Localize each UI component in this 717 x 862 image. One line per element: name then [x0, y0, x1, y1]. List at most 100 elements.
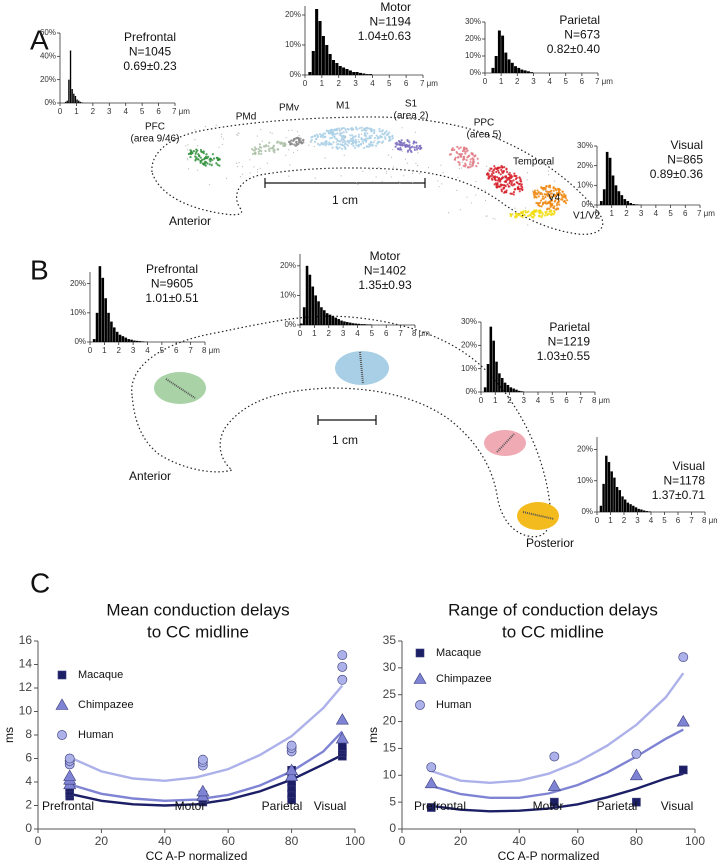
- cloud-dot: [330, 143, 333, 146]
- cloud-dot: [549, 200, 552, 203]
- cloud-dot: [320, 134, 323, 137]
- cloud-dot: [408, 146, 412, 150]
- cloud-dot: [370, 129, 373, 132]
- cloud-dot: [457, 160, 460, 164]
- cloud-dot: [403, 175, 405, 177]
- cloud-dot: [353, 146, 357, 149]
- cloud-dot: [194, 139, 196, 141]
- cloud-dot: [360, 133, 363, 135]
- cloud-dot: [442, 172, 444, 174]
- annotation: N=1045: [129, 45, 172, 59]
- y-tick-label: 0%: [581, 507, 593, 516]
- cloud-dot: [470, 163, 472, 166]
- annotation: N=1178: [664, 474, 706, 488]
- cloud-dot: [299, 140, 303, 143]
- cloud-dot: [462, 148, 465, 151]
- cloud-dot: [510, 183, 513, 186]
- x-tick-label: 3: [635, 516, 640, 525]
- bar: [331, 316, 335, 325]
- cloud-dot: [355, 144, 358, 147]
- cloud-dot: [215, 162, 218, 165]
- cloud-dot: [339, 132, 341, 134]
- bar: [621, 496, 624, 512]
- bar: [311, 286, 315, 325]
- cloud-dot: [457, 176, 459, 179]
- bar: [599, 505, 603, 512]
- cloud-dot: [554, 199, 557, 202]
- cloud-dot: [554, 209, 556, 211]
- cloud-dot: [342, 126, 346, 130]
- cloud-dot: [464, 162, 467, 165]
- annotation: Prefrontal: [146, 262, 198, 276]
- cloud-dot: [484, 199, 487, 202]
- marker: [335, 731, 349, 744]
- bar: [345, 69, 349, 75]
- annotation: 0.69±0.23: [123, 59, 177, 73]
- cloud-dot: [206, 157, 209, 160]
- cloud-dot: [265, 144, 268, 147]
- cloud-dot: [199, 156, 202, 159]
- cloud-dot: [367, 145, 370, 148]
- cloud-dot: [505, 189, 508, 192]
- cloud-dot: [348, 139, 352, 142]
- bar: [614, 185, 618, 205]
- cloud-dot: [338, 129, 341, 131]
- bar: [514, 66, 517, 73]
- cloud-dot: [506, 177, 509, 180]
- x-axis-label: CC A-P normalized: [146, 849, 248, 862]
- bar: [308, 274, 312, 325]
- region-label: Motor: [175, 799, 206, 813]
- cloud-dot: [352, 129, 355, 131]
- cloud-dot: [360, 142, 363, 146]
- legend-label: Chimpazee: [78, 699, 134, 711]
- y-tick-label: 0%: [289, 70, 301, 79]
- cloud-dot: [257, 150, 260, 153]
- cloud-dot: [532, 211, 535, 214]
- x-tick-label: 1: [102, 346, 107, 355]
- bar: [338, 66, 342, 75]
- y-tick-label: 0: [389, 821, 396, 835]
- cloud-dot: [379, 135, 382, 138]
- cloud-dot: [200, 150, 203, 153]
- x-tick-label: 5: [370, 329, 375, 338]
- histogram: 0% 10% 20% 0 1 2 3 4 5 6 7 8 μm PrefrontalN=96051.01…: [70, 262, 220, 355]
- cloud-dot: [505, 170, 509, 174]
- y-tick-label: 25: [383, 687, 397, 701]
- cloud-dot: [362, 139, 365, 142]
- cloud-dot: [185, 145, 187, 147]
- cloud-dot: [372, 141, 375, 144]
- cloud-dot: [555, 208, 558, 211]
- cloud-dot: [395, 141, 398, 144]
- cloud-dot: [495, 175, 499, 179]
- annotation: 1.01±0.51: [145, 291, 199, 305]
- cloud-dot: [297, 136, 300, 140]
- cloud-dot: [557, 207, 560, 210]
- cloud-dot: [496, 179, 500, 182]
- cloud-dot: [552, 193, 556, 196]
- cloud-dot: [381, 129, 384, 132]
- y-tick-label: 5: [389, 794, 396, 808]
- bar: [348, 322, 352, 325]
- cloud-dot: [330, 128, 333, 131]
- cloud-dot: [503, 177, 505, 180]
- x-tick-label: 0: [483, 77, 488, 86]
- cloud-dot: [300, 142, 304, 145]
- cloud-dot: [549, 196, 551, 198]
- cloud-dot: [503, 186, 506, 189]
- cloud-dot: [345, 130, 348, 134]
- cloud-dot: [256, 171, 259, 173]
- cloud-dot: [235, 162, 238, 164]
- cloud-dot: [468, 154, 471, 157]
- cloud-dot: [197, 169, 199, 171]
- cloud-dot: [258, 143, 261, 146]
- cloud-dot: [508, 181, 511, 185]
- marker: [632, 797, 641, 807]
- cloud-dot: [368, 135, 371, 138]
- cloud-dot: [489, 175, 492, 178]
- cloud-dot: [343, 154, 345, 156]
- cloud-dot: [512, 190, 516, 194]
- bar: [325, 313, 329, 325]
- bar: [302, 307, 306, 325]
- cloud-dot: [495, 170, 498, 174]
- region-label: Temporal: [513, 157, 554, 168]
